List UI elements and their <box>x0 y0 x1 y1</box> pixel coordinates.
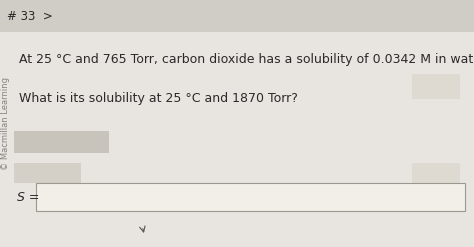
Bar <box>412 163 460 183</box>
Text: © Macmillan Learning: © Macmillan Learning <box>1 77 10 170</box>
Bar <box>412 74 460 99</box>
Bar <box>14 163 81 183</box>
Bar <box>0 0 474 32</box>
Text: # 33  >: # 33 > <box>7 10 53 22</box>
Text: What is its solubility at 25 °C and 1870 Torr?: What is its solubility at 25 °C and 1870… <box>19 92 298 105</box>
Text: S =: S = <box>17 191 39 204</box>
Bar <box>36 183 465 211</box>
Bar <box>14 131 109 153</box>
Text: At 25 °C and 765 Torr, carbon dioxide has a solubility of 0.0342 M in water.: At 25 °C and 765 Torr, carbon dioxide ha… <box>19 53 474 66</box>
